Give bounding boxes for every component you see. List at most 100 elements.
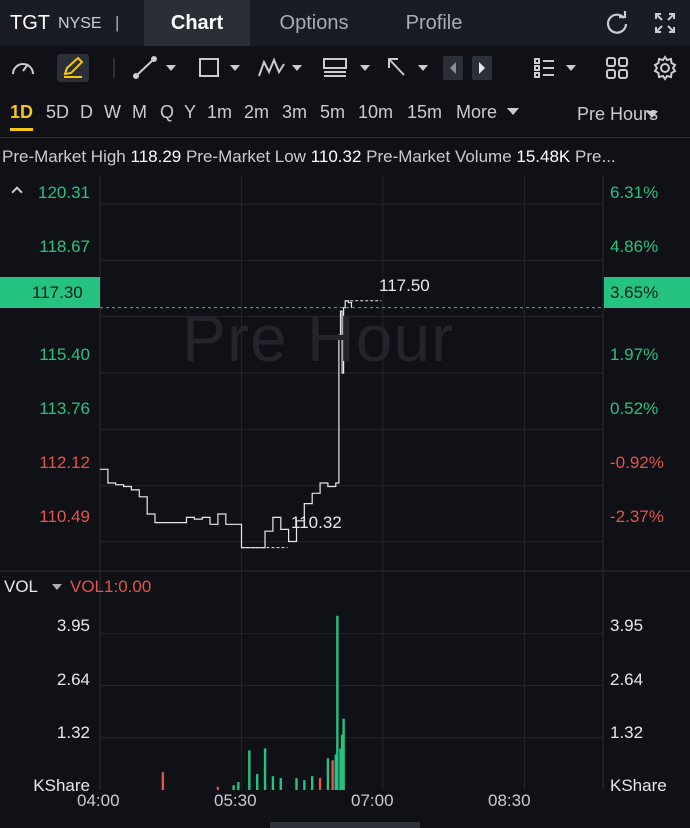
period-m[interactable]: M (132, 102, 147, 122)
vol-tick-left: 3.95 (56, 616, 90, 635)
volume-bar (334, 754, 337, 790)
volume-bar (331, 760, 334, 790)
volume-bar (216, 786, 220, 790)
period-2m[interactable]: 2m (244, 102, 270, 122)
period-more[interactable]: More (456, 102, 498, 122)
period-5d[interactable]: 5D (46, 102, 70, 122)
settings-icon[interactable] (652, 54, 678, 82)
period-y[interactable]: Y (184, 102, 197, 122)
y-tick-left: 110.49 (39, 507, 90, 526)
tab-profile[interactable]: Profile (405, 12, 463, 34)
volume-bar (279, 778, 282, 790)
volume-bar (311, 776, 314, 790)
header-separator: | (115, 13, 120, 32)
period-10m[interactable]: 10m (358, 102, 394, 122)
y-tick-right: -0.92% (610, 453, 664, 472)
rectangle-icon[interactable] (196, 54, 242, 82)
y-tick-left: 113.76 (39, 399, 90, 418)
more-caret-icon (507, 108, 519, 115)
layout-grid-icon[interactable] (604, 54, 630, 82)
volume-indicator-label[interactable]: VOL (4, 577, 39, 596)
current-price-tag: 117.30 (0, 277, 100, 308)
toolbar-divider (112, 54, 116, 82)
y-tick-left: 112.12 (39, 453, 90, 472)
volume-bar (248, 750, 251, 790)
high-value: 118.29 (130, 147, 182, 166)
vol-tick-right: 1.32 (610, 723, 644, 742)
exchange-label: NYSE (58, 15, 102, 32)
volume-bar (318, 778, 322, 790)
y-tick-right: 1.97% (610, 345, 659, 364)
period-w[interactable]: W (104, 102, 121, 122)
period-selector: 1D 5D D W M Q Y 1m 2m 3m 5m 10m 15m More (0, 92, 690, 132)
period-5m[interactable]: 5m (320, 102, 346, 122)
top-header: TGT NYSE | Chart Options Profile (0, 0, 690, 46)
vol-tick-left: 1.32 (56, 723, 90, 742)
chart-watermark: Pre Hour (182, 301, 455, 375)
volume-bar (295, 778, 298, 790)
vol-unit-right: KShare (610, 776, 667, 795)
high-label: Pre-Market High (2, 147, 126, 166)
pencil-icon[interactable] (57, 54, 89, 82)
period-1d[interactable]: 1D (10, 102, 34, 131)
period-d[interactable]: D (80, 102, 93, 122)
session-selector[interactable]: Pre Hours (576, 104, 658, 124)
pattern-icon[interactable] (256, 54, 304, 82)
y-tick-right: 6.31% (610, 183, 659, 202)
trend-line-icon[interactable] (132, 54, 178, 82)
period-15m[interactable]: 15m (407, 102, 443, 122)
volume-bar (263, 748, 267, 790)
volume-bar (340, 734, 344, 790)
x-tick: 05:30 (214, 791, 257, 810)
period-1m[interactable]: 1m (207, 102, 233, 122)
y-tick-right: -2.37% (610, 507, 664, 526)
vol-tick-right: 2.64 (610, 670, 644, 689)
x-tick: 04:00 (77, 791, 120, 810)
chart-grid (0, 176, 690, 790)
pre-market-info: Pre-Market High 118.29 Pre-Market Low 11… (2, 147, 690, 167)
volume-bar (237, 782, 240, 790)
x-tick: 07:00 (351, 791, 394, 810)
current-change-tag: 3.65% (604, 277, 690, 308)
gauge-icon[interactable] (8, 54, 38, 82)
tab-options[interactable]: Options (279, 12, 349, 34)
scroll-handle[interactable] (270, 822, 420, 828)
divider (0, 137, 690, 138)
x-tick: 08:30 (488, 791, 531, 810)
y-tick-right: 0.52% (610, 399, 659, 418)
volume-bars-layer (161, 615, 345, 790)
session-caret-icon (646, 111, 658, 118)
volume-caret-icon[interactable] (52, 584, 62, 590)
price-line-layer (100, 300, 603, 549)
drawing-toolbar (0, 46, 690, 90)
volume-bar (339, 748, 342, 790)
volume-bar (232, 785, 235, 790)
indicator-list-icon[interactable] (532, 54, 578, 82)
low-label: Pre-Market Low (185, 147, 306, 166)
refresh-icon[interactable] (604, 10, 630, 36)
period-q[interactable]: Q (160, 102, 175, 122)
volume-bar (303, 780, 306, 790)
tab-chart[interactable]: Chart (144, 0, 250, 46)
arrow-left-icon[interactable] (443, 54, 463, 82)
arrow-tool-icon[interactable] (384, 54, 430, 82)
volume-value: 15.48K (516, 147, 571, 166)
ticker-symbol[interactable]: TGT (10, 12, 50, 34)
volume-bar (255, 774, 259, 790)
vol-unit-left: KShare (33, 776, 90, 795)
arrow-right-icon[interactable] (472, 54, 492, 82)
vol-tick-left: 2.64 (56, 670, 90, 689)
text-tool-icon[interactable] (322, 54, 372, 82)
period-3m[interactable]: 3m (282, 102, 308, 122)
y-tick-left: 120.31 (38, 183, 90, 202)
y-tick-left: 118.67 (39, 237, 90, 256)
volume-indicator-value: VOL1:0.00 (70, 577, 152, 596)
fullscreen-icon[interactable] (652, 10, 678, 36)
y-tick-right: 4.86% (610, 237, 659, 256)
low-annotation: 110.32 (291, 513, 342, 532)
y-tick-left: 115.40 (39, 345, 90, 364)
volume-bar (161, 772, 165, 790)
volume-bar (342, 718, 345, 790)
volume-bar (336, 615, 339, 790)
